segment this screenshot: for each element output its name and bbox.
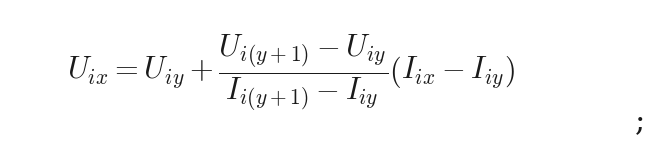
Text: ;: ; xyxy=(635,107,645,138)
Text: $U_{ix} = U_{iy} + \dfrac{U_{i(y+1)} - U_{iy}}{I_{i(y+1)} - I_{iy}}\left(I_{ix} : $U_{ix} = U_{iy} + \dfrac{U_{i(y+1)} - U… xyxy=(67,32,515,112)
